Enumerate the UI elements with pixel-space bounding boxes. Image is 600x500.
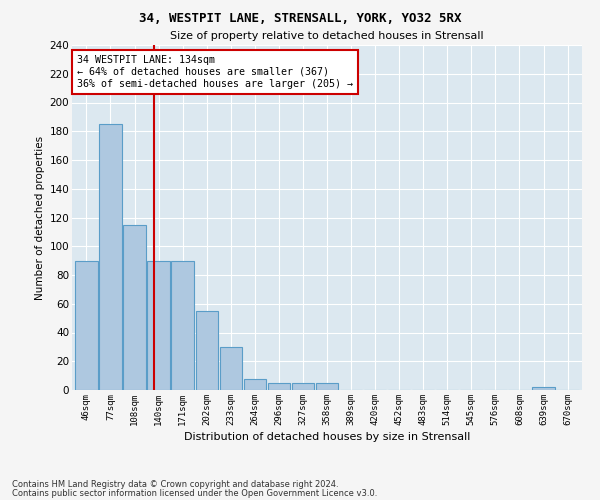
Text: Contains public sector information licensed under the Open Government Licence v3: Contains public sector information licen…	[12, 488, 377, 498]
Bar	[316, 383, 338, 390]
Bar	[124, 224, 146, 390]
Bar	[75, 260, 98, 390]
Bar	[292, 383, 314, 390]
Bar	[244, 378, 266, 390]
Title: Size of property relative to detached houses in Strensall: Size of property relative to detached ho…	[170, 32, 484, 42]
Text: 34 WESTPIT LANE: 134sqm
← 64% of detached houses are smaller (367)
36% of semi-d: 34 WESTPIT LANE: 134sqm ← 64% of detache…	[77, 56, 353, 88]
Bar	[532, 387, 554, 390]
Bar	[100, 124, 122, 390]
Y-axis label: Number of detached properties: Number of detached properties	[35, 136, 46, 300]
Text: 34, WESTPIT LANE, STRENSALL, YORK, YO32 5RX: 34, WESTPIT LANE, STRENSALL, YORK, YO32 …	[139, 12, 461, 26]
Bar	[220, 347, 242, 390]
Bar	[172, 260, 194, 390]
Bar	[268, 383, 290, 390]
Bar	[148, 260, 170, 390]
Bar	[196, 311, 218, 390]
Text: Contains HM Land Registry data © Crown copyright and database right 2024.: Contains HM Land Registry data © Crown c…	[12, 480, 338, 489]
X-axis label: Distribution of detached houses by size in Strensall: Distribution of detached houses by size …	[184, 432, 470, 442]
